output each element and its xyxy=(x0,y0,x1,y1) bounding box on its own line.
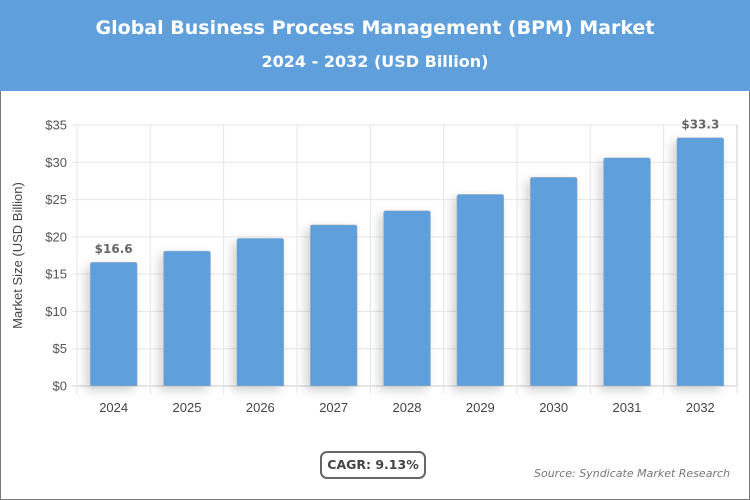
y-tick-label: $5 xyxy=(53,341,67,356)
bar-2025 xyxy=(163,250,211,387)
x-tick-label: 2031 xyxy=(613,400,642,415)
bar-2024 xyxy=(89,261,138,387)
x-tick-label: 2027 xyxy=(319,400,348,415)
y-tick-label: $30 xyxy=(45,155,67,170)
bar-2031 xyxy=(603,157,651,387)
bar-2026 xyxy=(236,238,285,387)
x-tick-label: 2026 xyxy=(246,400,275,415)
data-label: $16.6 xyxy=(95,242,133,256)
chart-header: Global Business Process Management (BPM)… xyxy=(0,0,750,91)
x-tick-label: 2030 xyxy=(539,400,568,415)
y-axis-label: Market Size (USD Billion) xyxy=(10,182,25,329)
bar-2032 xyxy=(676,137,725,387)
chart-title: Global Business Process Management (BPM)… xyxy=(95,17,655,39)
x-tick-label: 2032 xyxy=(686,400,715,415)
y-tick-label: $15 xyxy=(45,267,67,282)
y-tick-label: $25 xyxy=(45,192,67,207)
y-tick-label: $35 xyxy=(45,118,67,133)
x-tick-label: 2025 xyxy=(173,400,202,415)
y-tick-label: $20 xyxy=(45,229,67,244)
x-tick-label: 2024 xyxy=(99,400,128,415)
x-tick-label: 2029 xyxy=(466,400,495,415)
x-tick-label: 2028 xyxy=(393,400,422,415)
chart-subtitle: 2024 - 2032 (USD Billion) xyxy=(261,52,489,71)
bar-2030 xyxy=(529,176,578,387)
y-tick-label: $10 xyxy=(45,304,67,319)
cagr-badge: CAGR: 9.13% xyxy=(320,451,426,479)
bar-2027 xyxy=(309,224,358,387)
bar-2029 xyxy=(456,194,505,387)
source-note: Source: Syndicate Market Research xyxy=(534,467,730,480)
bar-2028 xyxy=(383,210,431,387)
y-tick-label: $0 xyxy=(53,379,67,394)
data-label: $33.3 xyxy=(681,118,719,132)
